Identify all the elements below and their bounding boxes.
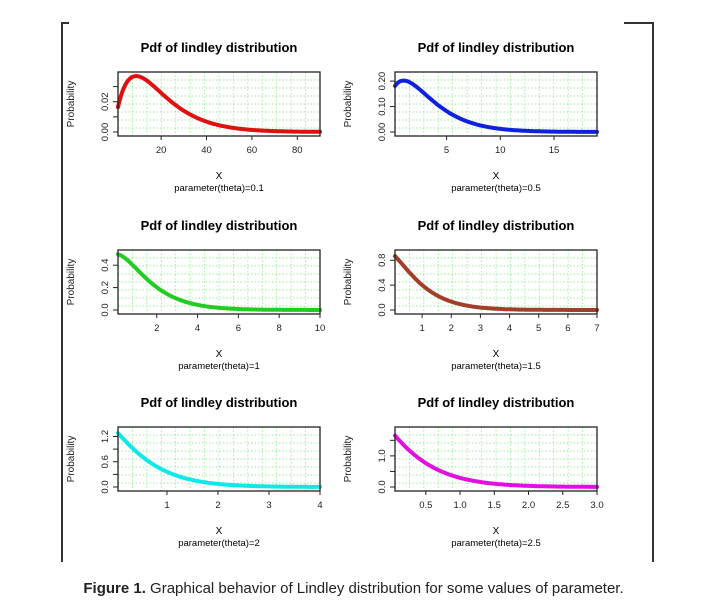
y-axis-label: Probability <box>66 81 77 128</box>
plot-box <box>394 71 598 137</box>
chart-title: Pdf of lindley distribution <box>141 218 298 233</box>
plot-box <box>117 249 321 315</box>
y-tick-label: 0.4 <box>100 259 111 272</box>
x-tick-label: 40 <box>201 145 212 156</box>
x-axis-label: X <box>493 171 500 182</box>
x-tick-label: 2 <box>449 323 454 334</box>
x-tick-label: 3 <box>478 323 483 334</box>
chart-title: Pdf of lindley distribution <box>418 40 575 55</box>
pdf-curve-theta-2.5 <box>393 433 599 489</box>
chart-title: Pdf of lindley distribution <box>418 395 575 410</box>
x-tick-label: 15 <box>549 145 560 156</box>
x-axis-label: X <box>216 526 223 537</box>
x-tick-label: 1.0 <box>453 500 466 511</box>
y-tick-label: 1.2 <box>100 430 111 443</box>
x-tick-label: 1 <box>419 323 424 334</box>
x-tick-label: 4 <box>317 500 322 511</box>
x-tick-label: 20 <box>156 145 167 156</box>
x-tick-label: 1 <box>164 500 169 511</box>
parameter-label: parameter(theta)=0.5 <box>451 183 541 194</box>
frame-left <box>61 22 63 562</box>
y-tick-label: 0.00 <box>100 123 111 142</box>
x-tick-label: 5 <box>536 323 541 334</box>
x-tick-label: 1.5 <box>488 500 501 511</box>
y-tick-label: 1.0 <box>377 449 388 462</box>
parameter-label: parameter(theta)=2 <box>178 538 260 549</box>
pdf-curve-theta-2 <box>116 431 322 489</box>
pdf-curve-theta-1 <box>116 252 322 312</box>
x-tick-label: 4 <box>507 323 512 334</box>
y-tick-label: 0.4 <box>377 279 388 292</box>
x-tick-label: 3 <box>266 500 271 511</box>
x-tick-label: 2.0 <box>522 500 535 511</box>
chart-title: Pdf of lindley distribution <box>418 218 575 233</box>
chart-title: Pdf of lindley distribution <box>141 395 298 410</box>
y-tick-label: 0.8 <box>377 254 388 267</box>
x-tick-label: 2.5 <box>556 500 569 511</box>
plot-box <box>117 426 321 492</box>
x-tick-label: 6 <box>236 323 241 334</box>
y-axis-label: Probability <box>66 436 77 483</box>
pdf-curve-theta-1.5 <box>393 254 599 312</box>
y-tick-label: 0.02 <box>100 92 111 111</box>
caption-label: Figure 1. <box>83 580 146 597</box>
plot-box <box>117 71 321 137</box>
parameter-label: parameter(theta)=1 <box>178 361 260 372</box>
x-tick-label: 6 <box>565 323 570 334</box>
pdf-curve-theta-0.1 <box>116 74 322 134</box>
frame-right-tick <box>624 22 654 24</box>
x-tick-label: 10 <box>495 145 506 156</box>
y-axis-label: Probability <box>343 81 354 128</box>
x-tick-label: 80 <box>292 145 303 156</box>
y-tick-label: 0.10 <box>377 97 388 116</box>
x-tick-label: 2 <box>154 323 159 334</box>
x-tick-label: 60 <box>247 145 258 156</box>
figure-caption: Figure 1. Graphical behavior of Lindley … <box>0 580 707 597</box>
caption-text: Graphical behavior of Lindley distributi… <box>145 580 624 597</box>
x-axis-label: X <box>216 171 223 182</box>
x-tick-label: 7 <box>594 323 599 334</box>
x-tick-label: 8 <box>277 323 282 334</box>
y-tick-label: 0.6 <box>100 455 111 468</box>
plot-box <box>394 249 598 315</box>
y-tick-label: 0.00 <box>377 123 388 142</box>
x-tick-label: 10 <box>315 323 326 334</box>
y-tick-label: 0.0 <box>377 480 388 493</box>
y-tick-label: 0.0 <box>100 480 111 493</box>
y-tick-label: 0.2 <box>100 281 111 294</box>
parameter-label: parameter(theta)=2.5 <box>451 538 541 549</box>
x-tick-label: 2 <box>215 500 220 511</box>
x-axis-label: X <box>216 349 223 360</box>
y-tick-label: 0.0 <box>377 303 388 316</box>
chart-title: Pdf of lindley distribution <box>141 40 298 55</box>
x-axis-label: X <box>493 349 500 360</box>
plot-box <box>394 426 598 492</box>
x-tick-label: 4 <box>195 323 200 334</box>
parameter-label: parameter(theta)=0.1 <box>174 183 264 194</box>
y-axis-label: Probability <box>343 436 354 483</box>
y-tick-label: 0.20 <box>377 72 388 91</box>
y-axis-label: Probability <box>66 259 77 306</box>
x-tick-label: 5 <box>444 145 449 156</box>
x-axis-label: X <box>493 526 500 537</box>
frame-left-tick <box>61 22 69 24</box>
x-tick-label: 3.0 <box>590 500 603 511</box>
y-tick-label: 0.0 <box>100 303 111 316</box>
parameter-label: parameter(theta)=1.5 <box>451 361 541 372</box>
frame-right <box>652 22 654 562</box>
y-axis-label: Probability <box>343 259 354 306</box>
x-tick-label: 0.5 <box>419 500 432 511</box>
pdf-curve-theta-0.5 <box>393 78 599 134</box>
